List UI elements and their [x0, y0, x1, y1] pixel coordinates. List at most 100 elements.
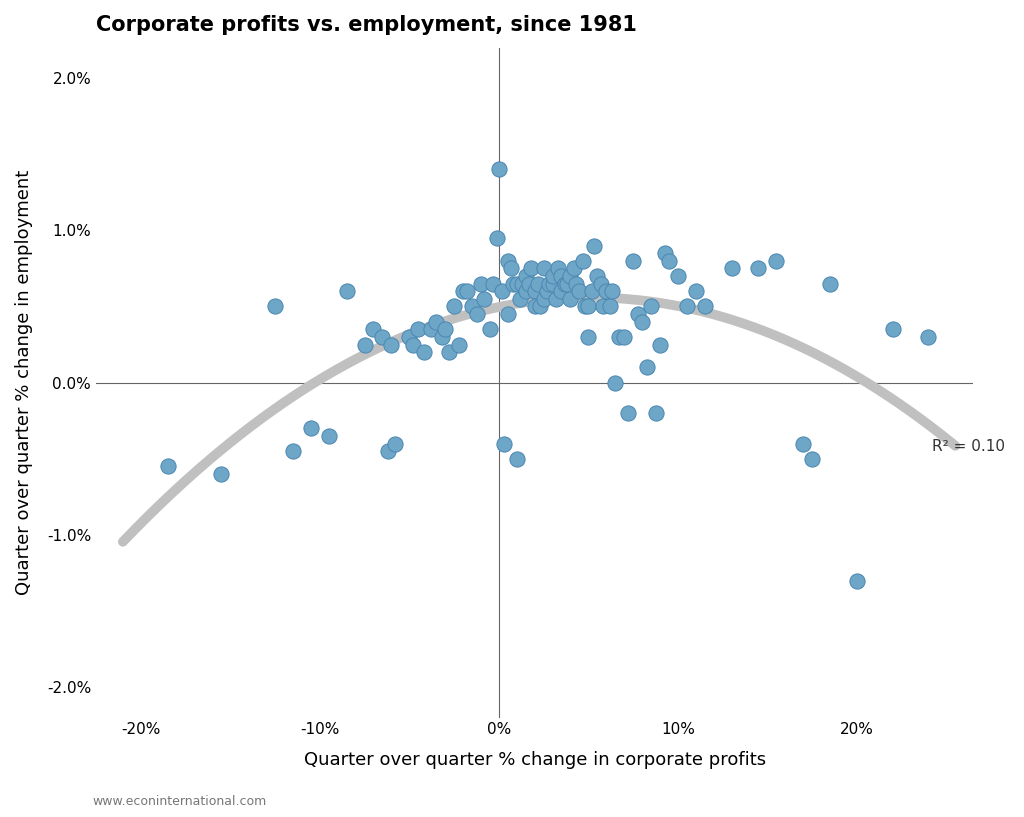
Point: [557, 277, 573, 290]
Point: [488, 231, 505, 244]
Point: [321, 430, 337, 443]
Point: [548, 292, 564, 306]
Point: [473, 277, 489, 290]
Point: [584, 285, 600, 298]
Point: [452, 338, 468, 351]
Point: [885, 323, 901, 336]
Text: Corporate profits vs. employment, since 1981: Corporate profits vs. employment, since …: [96, 15, 637, 35]
Point: [485, 277, 502, 290]
Point: [634, 315, 650, 328]
Point: [481, 323, 498, 336]
Point: [531, 300, 548, 313]
Point: [428, 315, 444, 328]
Point: [404, 338, 421, 351]
Point: [505, 277, 521, 290]
Point: [598, 285, 614, 298]
Point: [416, 346, 432, 359]
Point: [366, 323, 382, 336]
Point: [586, 239, 602, 252]
Point: [490, 163, 507, 176]
Point: [822, 277, 839, 290]
Point: [383, 338, 399, 351]
Point: [595, 300, 611, 313]
Point: [550, 262, 566, 275]
Point: [553, 270, 569, 283]
Point: [574, 254, 591, 267]
Point: [577, 300, 593, 313]
Point: [530, 277, 547, 290]
Point: [526, 300, 543, 313]
Point: [921, 330, 937, 343]
Point: [509, 277, 525, 290]
Point: [581, 300, 597, 313]
X-axis label: Quarter over quarter % change in corporate profits: Quarter over quarter % change in corpora…: [303, 752, 766, 770]
Point: [768, 254, 784, 267]
Point: [374, 330, 390, 343]
Point: [545, 270, 561, 283]
Point: [562, 292, 579, 306]
Point: [804, 452, 820, 465]
Point: [648, 407, 665, 420]
Point: [160, 460, 176, 473]
Point: [526, 285, 543, 298]
Point: [687, 285, 703, 298]
Point: [620, 407, 636, 420]
Point: [610, 330, 627, 343]
Point: [496, 437, 512, 450]
Point: [571, 285, 588, 298]
Point: [651, 338, 668, 351]
Point: [625, 254, 641, 267]
Point: [380, 444, 396, 458]
Point: [616, 330, 633, 343]
Point: [517, 285, 534, 298]
Point: [589, 270, 605, 283]
Point: [440, 346, 457, 359]
Point: [607, 376, 624, 389]
Text: R² = 0.10: R² = 0.10: [932, 439, 1006, 454]
Point: [476, 292, 493, 306]
Point: [657, 247, 674, 260]
Point: [536, 262, 552, 275]
Point: [213, 467, 229, 480]
Point: [423, 323, 439, 336]
Point: [670, 270, 686, 283]
Point: [285, 444, 301, 458]
Point: [723, 262, 739, 275]
Point: [559, 277, 575, 290]
Point: [303, 422, 319, 435]
Point: [437, 323, 454, 336]
Point: [539, 285, 555, 298]
Point: [679, 300, 695, 313]
Point: [643, 300, 659, 313]
Point: [562, 270, 579, 283]
Point: [696, 300, 713, 313]
Point: [387, 437, 403, 450]
Point: [445, 300, 462, 313]
Point: [514, 277, 530, 290]
Point: [512, 292, 528, 306]
Point: [593, 277, 609, 290]
Point: [630, 307, 646, 320]
Point: [356, 338, 373, 351]
Point: [410, 323, 426, 336]
Point: [639, 361, 655, 374]
Point: [500, 307, 516, 320]
Point: [541, 277, 557, 290]
Point: [566, 262, 583, 275]
Point: [267, 300, 284, 313]
Point: [401, 330, 418, 343]
Y-axis label: Quarter over quarter % change in employment: Quarter over quarter % change in employm…: [15, 170, 33, 596]
Point: [553, 285, 569, 298]
Point: [523, 262, 540, 275]
Point: [603, 285, 620, 298]
Point: [581, 330, 597, 343]
Point: [433, 330, 450, 343]
Point: [469, 307, 485, 320]
Point: [455, 285, 471, 298]
Text: www.econinternational.com: www.econinternational.com: [92, 795, 266, 808]
Point: [517, 270, 534, 283]
Point: [602, 300, 618, 313]
Point: [849, 574, 865, 587]
Point: [459, 285, 475, 298]
Point: [500, 254, 516, 267]
